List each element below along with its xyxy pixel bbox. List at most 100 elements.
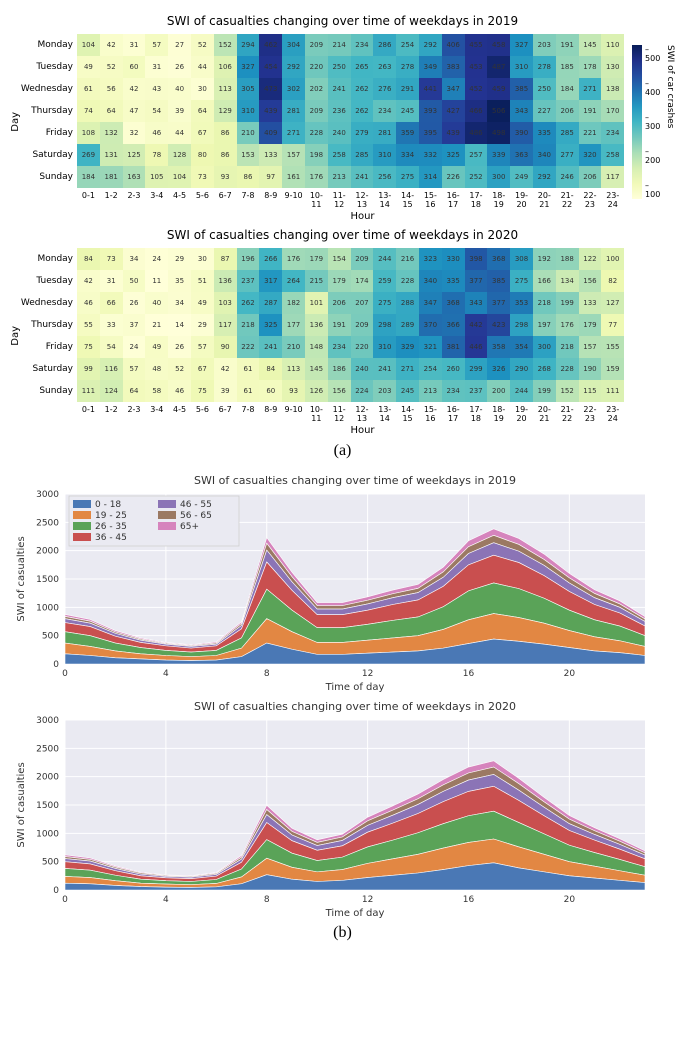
heatmap-cell: 26 — [168, 56, 191, 78]
heatmap-cell: 37 — [123, 314, 146, 336]
heatmap-cell: 57 — [145, 34, 168, 56]
heatmap-cell: 24 — [123, 336, 146, 358]
ytick-label: 0 — [53, 886, 59, 896]
heatmap-ytick: Thursday — [25, 100, 77, 122]
heatmap-ytick: Tuesday — [25, 56, 77, 78]
heatmap-cell: 35 — [168, 270, 191, 292]
heatmap-cell: 67 — [191, 122, 214, 144]
heatmap-cell: 257 — [465, 144, 488, 166]
heatmap-cell: 423 — [487, 314, 510, 336]
heatmap-cell: 340 — [533, 144, 556, 166]
heatmap-xtick: 15-16 — [419, 402, 442, 423]
heatmap-cell: 93 — [214, 166, 237, 188]
heatmap-ytick: Wednesday — [25, 292, 77, 314]
heatmap-cell: 159 — [601, 358, 624, 380]
heatmap-cell: 106 — [214, 56, 237, 78]
heatmap-cell: 188 — [556, 248, 579, 270]
heatmap-cell: 310 — [373, 336, 396, 358]
heatmap-cell: 78 — [145, 144, 168, 166]
heatmap-xtick: 17-18 — [465, 188, 488, 209]
heatmap-cell: 86 — [237, 166, 260, 188]
heatmap-xtick: 8-9 — [259, 402, 282, 423]
heatmap-xtick: 3-4 — [145, 402, 168, 423]
heatmap-cell: 395 — [419, 122, 442, 144]
heatmap-cell: 265 — [351, 56, 374, 78]
heatmap-cell: 34 — [123, 248, 146, 270]
heatmap-cell: 285 — [556, 122, 579, 144]
heatmap-cell: 93 — [282, 380, 305, 402]
colorbar-tick: – 200 — [645, 147, 663, 165]
legend-swatch — [73, 500, 91, 508]
heatmap-cell: 466 — [465, 100, 488, 122]
heatmap-xtick: 11-12 — [328, 402, 351, 423]
heatmap-cell: 286 — [373, 34, 396, 56]
heatmap-cell: 214 — [328, 34, 351, 56]
heatmap-cell: 442 — [465, 314, 488, 336]
heatmap-xtick: 8-9 — [259, 188, 282, 209]
heatmap-cell: 74 — [77, 100, 100, 122]
heatmap-cell: 166 — [533, 270, 556, 292]
heatmap-cell: 48 — [145, 358, 168, 380]
heatmap-cell: 104 — [77, 34, 100, 56]
heatmap-cell: 21 — [145, 314, 168, 336]
heatmap-cell: 213 — [419, 380, 442, 402]
heatmap-xtick: 15-16 — [419, 188, 442, 209]
heatmap-cell: 14 — [168, 314, 191, 336]
area-chart-2020: SWI of casualties changing over time of … — [10, 698, 660, 920]
heatmap-cell: 459 — [487, 78, 510, 100]
heatmap-cell: 304 — [282, 34, 305, 56]
heatmap-cell: 506 — [487, 100, 510, 122]
heatmap-cell: 486 — [465, 122, 488, 144]
heatmap-cell: 55 — [77, 314, 100, 336]
heatmap-2019-xlabel: Hour — [10, 211, 675, 222]
heatmap-xtick: 13-14 — [373, 188, 396, 209]
heatmap-cell: 100 — [601, 248, 624, 270]
legend-swatch — [158, 522, 176, 530]
heatmap-xtick: 3-4 — [145, 188, 168, 209]
heatmap-cell: 206 — [579, 166, 602, 188]
heatmap-ytick: Friday — [25, 336, 77, 358]
heatmap-cell: 209 — [305, 100, 328, 122]
heatmap-cell: 266 — [259, 248, 282, 270]
heatmap-cell: 452 — [465, 78, 488, 100]
heatmap-cell: 218 — [237, 314, 260, 336]
heatmap-cell: 29 — [168, 248, 191, 270]
ylabel: SWI of casualties — [16, 536, 27, 621]
heatmap-cell: 258 — [328, 144, 351, 166]
heatmap-cell: 275 — [510, 270, 533, 292]
heatmap-cell: 289 — [396, 314, 419, 336]
heatmap-cell: 215 — [305, 270, 328, 292]
ytick-label: 1000 — [36, 603, 59, 613]
heatmap-cell: 439 — [442, 122, 465, 144]
heatmap-2019-wrap: Day Monday104423157275215229446230420921… — [10, 34, 675, 209]
heatmap-cell: 249 — [510, 166, 533, 188]
heatmap-cell: 310 — [510, 56, 533, 78]
heatmap-cell: 87 — [214, 248, 237, 270]
heatmap-cell: 292 — [419, 34, 442, 56]
heatmap-cell: 234 — [328, 336, 351, 358]
heatmap-cell: 84 — [259, 358, 282, 380]
heatmap-cell: 179 — [579, 314, 602, 336]
heatmap-xtick: 14-15 — [396, 402, 419, 423]
heatmap-cell: 161 — [282, 166, 305, 188]
heatmap-2020-ylabel: Day — [10, 326, 21, 346]
heatmap-cell: 290 — [510, 358, 533, 380]
heatmap-cell: 129 — [214, 100, 237, 122]
heatmap-cell: 427 — [442, 100, 465, 122]
legend-label: 65+ — [180, 522, 199, 532]
legend-swatch — [73, 533, 91, 541]
heatmap-xtick: 10-11 — [305, 188, 328, 209]
heatmap-cell: 42 — [123, 78, 146, 100]
legend-label: 36 - 45 — [95, 533, 127, 543]
heatmap-cell: 218 — [533, 292, 556, 314]
heatmap-2020: Monday8473342429308719626617617915420924… — [25, 248, 624, 423]
heatmap-xtick: 1-2 — [100, 402, 123, 423]
heatmap-xtick: 6-7 — [214, 188, 237, 209]
legend-label: 46 - 55 — [180, 500, 212, 510]
heatmap-cell: 24 — [145, 248, 168, 270]
ytick-label: 500 — [42, 858, 59, 868]
heatmap-cell: 66 — [100, 292, 123, 314]
heatmap-cell: 343 — [465, 292, 488, 314]
colorbar-2019: – 500– 400– 300– 200– 100 SWI of car cra… — [632, 45, 675, 199]
heatmap-cell: 177 — [282, 314, 305, 336]
